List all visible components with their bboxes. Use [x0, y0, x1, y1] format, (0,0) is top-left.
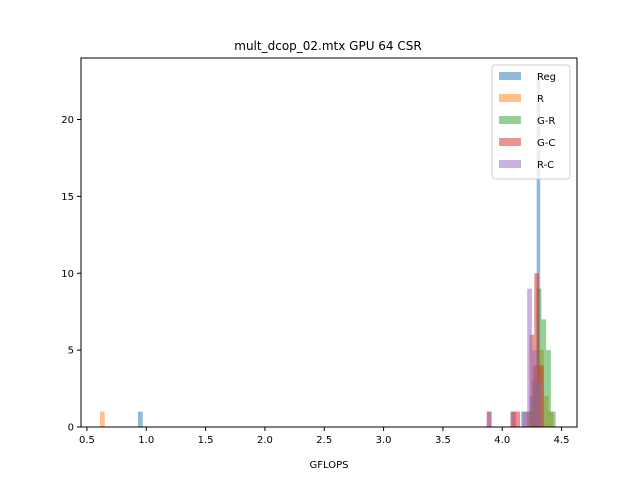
x-axis-ticks: 0.5 1.0 1.5 2.0 2.5 3.0 3.5 4.0 4.5 [79, 427, 570, 446]
x-tick-label: 4.5 [554, 435, 570, 446]
bar-g-r-4 [546, 350, 551, 428]
legend-swatch-g-c [499, 138, 521, 146]
y-tick-label: 5 [68, 346, 74, 357]
legend-swatch-g-r [499, 116, 521, 124]
y-tick-label: 0 [68, 423, 74, 434]
bar-r-c-4 [531, 350, 537, 428]
bars-group [99, 73, 556, 428]
bar-g-c-2 [515, 411, 521, 428]
legend-swatch-reg [499, 72, 521, 80]
legend-label-reg: Reg [537, 72, 556, 83]
x-tick-label: 4.0 [494, 435, 510, 446]
x-tick-label: 1.0 [138, 435, 154, 446]
bar-g-c-5 [534, 273, 540, 427]
y-tick-label: 15 [61, 192, 74, 203]
legend-swatch-r-c [499, 160, 521, 168]
chart-title: mult_dcop_02.mtx GPU 64 CSR [234, 39, 421, 53]
bar-reg-4 [536, 73, 541, 428]
bar-r-c-1 [510, 411, 516, 428]
bar-reg-0 [137, 411, 143, 428]
x-tick-label: 2.5 [316, 435, 332, 446]
bar-g-r-2 [536, 288, 542, 428]
legend-box [491, 64, 571, 180]
plot-frame [80, 57, 578, 428]
bar-r-c-2 [522, 411, 528, 428]
bar-r-c-0 [486, 411, 492, 428]
legend-label-r: R [537, 94, 544, 105]
x-tick-label: 2.0 [257, 435, 273, 446]
y-axis-ticks: 0 5 10 15 20 [61, 115, 81, 434]
bar-r-0 [99, 411, 105, 428]
x-axis-label: GFLOPS [310, 460, 349, 471]
legend-label-g-r: G-R [537, 116, 555, 127]
bar-r-c-5 [536, 380, 542, 428]
legend-label-r-c: R-C [537, 160, 554, 171]
y-tick-label: 10 [61, 269, 74, 280]
x-tick-label: 3.0 [376, 435, 392, 446]
legend-label-g-c: G-C [537, 138, 555, 149]
y-tick-label: 20 [61, 115, 74, 126]
x-tick-label: 0.5 [79, 435, 95, 446]
legend-swatch-r [499, 94, 521, 102]
x-tick-label: 3.5 [435, 435, 451, 446]
bar-g-r-5 [550, 411, 556, 428]
x-tick-label: 1.5 [198, 435, 214, 446]
legend: Reg R G-R G-C R-C [491, 64, 571, 180]
bar-r-c-3 [527, 288, 532, 428]
